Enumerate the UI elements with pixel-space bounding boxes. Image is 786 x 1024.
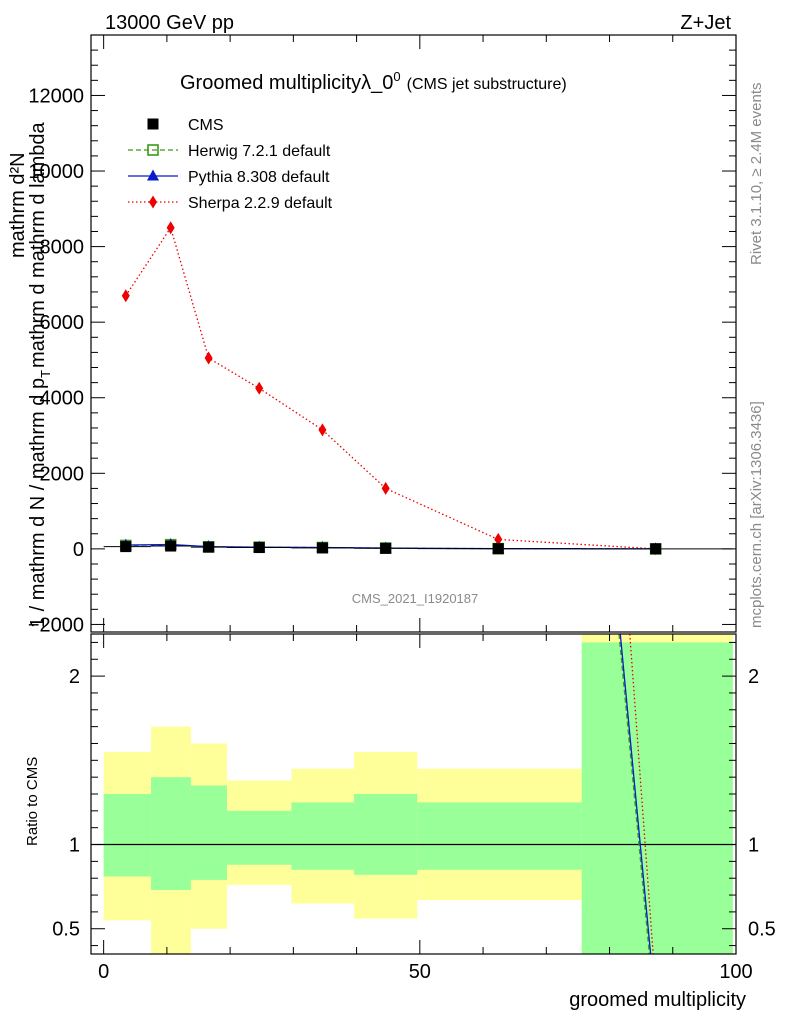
data-point xyxy=(381,481,390,495)
rivet-version-label: Rivet 3.1.10, ≥ 2.4M events xyxy=(748,83,765,266)
ratio-ytick-label: 0.5 xyxy=(52,919,80,941)
y-label-line-2: 1 / mathrm d N / mathrm d pTmathrm d mat… xyxy=(27,121,53,628)
legend-marker xyxy=(147,144,159,156)
ratio-xtick-label: 50 xyxy=(409,961,431,983)
header-left-label: 13000 GeV pp xyxy=(105,12,234,34)
main-ytick-label: 6000 xyxy=(40,312,85,334)
ratio-band-green xyxy=(291,802,355,870)
ratio-y-axis-label: Ratio to CMS xyxy=(24,757,41,846)
legend-entry: Sherpa 2.2.9 default xyxy=(128,195,333,212)
watermark-label: CMS_2021_I1920187 xyxy=(352,591,479,606)
data-point xyxy=(650,543,662,555)
legend-label: Sherpa 2.2.9 default xyxy=(188,195,333,212)
ratio-xtick-label: 0 xyxy=(98,961,109,983)
legend-marker xyxy=(147,169,159,181)
main-ytick-label: 4000 xyxy=(40,388,85,410)
series-3 xyxy=(121,221,660,556)
data-point xyxy=(204,351,213,365)
mcplots-label: mcplots.cern.ch [arXiv:1306.3436] xyxy=(748,401,765,628)
data-point xyxy=(255,381,264,395)
ratio-line xyxy=(618,633,651,955)
ratio-panel: 0.5 0.5 1 1 2 2 0 50 100 Ratio to CMS groomed mu… xyxy=(24,633,776,1011)
main-title: Groomed multiplicityλ_00 (CMS jet substru… xyxy=(180,69,567,94)
legend: CMS Herwig 7.2.1 default Pythia 8.308 defa… xyxy=(128,117,333,212)
legend-marker xyxy=(149,195,157,209)
legend-label: CMS xyxy=(188,117,224,134)
data-point xyxy=(492,543,504,555)
ratio-band-green xyxy=(354,794,418,875)
ratio-ytick-label: 1 xyxy=(69,835,80,857)
main-ytick-label: −2000 xyxy=(28,614,84,636)
ratio-ytick-label-right: 1 xyxy=(748,835,759,857)
main-ytick-label: 0 xyxy=(73,539,84,561)
main-y-axis-label: mathrm d²N 1 / mathrm d N / mathrm d pTm… xyxy=(7,121,53,628)
data-point xyxy=(380,542,392,554)
legend-marker xyxy=(147,118,159,130)
ratio-line xyxy=(619,633,652,955)
ratio-ytick-label-right: 2 xyxy=(748,666,759,688)
data-point xyxy=(165,540,177,552)
data-point xyxy=(166,221,175,235)
data-point xyxy=(318,423,327,437)
legend-label: Herwig 7.2.1 default xyxy=(188,143,331,160)
ratio-band-green xyxy=(190,785,227,880)
main-ytick-label: 12000 xyxy=(28,85,84,107)
data-point xyxy=(121,289,130,303)
ratio-line xyxy=(629,633,654,955)
main-ytick-label: 8000 xyxy=(40,237,85,259)
y-label-line-1: mathrm d²N xyxy=(7,152,29,258)
ratio-band-green xyxy=(103,794,152,877)
series-line xyxy=(125,226,656,550)
data-point xyxy=(316,542,328,554)
series-0 xyxy=(103,540,733,555)
data-point xyxy=(494,532,503,546)
ratio-ytick-label: 2 xyxy=(69,666,80,688)
main-frame xyxy=(90,34,737,633)
legend-label: Pythia 8.308 default xyxy=(188,169,330,186)
ratio-band-green xyxy=(417,802,582,870)
x-axis-label: groomed multiplicity xyxy=(569,989,746,1011)
legend-entry: CMS xyxy=(147,117,224,134)
legend-entry: Pythia 8.308 default xyxy=(128,169,330,186)
data-point xyxy=(253,542,265,554)
main-ytick-label: 2000 xyxy=(40,463,85,485)
ratio-band-green xyxy=(226,810,292,865)
data-point xyxy=(120,541,132,553)
main-ytick-label: 10000 xyxy=(28,161,84,183)
header-right-label: Z+Jet xyxy=(680,12,731,34)
data-point xyxy=(203,541,215,553)
ratio-xtick-label: 100 xyxy=(719,961,752,983)
ratio-ytick-label-right: 0.5 xyxy=(748,919,776,941)
ratio-band-green xyxy=(151,777,191,890)
legend-entry: Herwig 7.2.1 default xyxy=(128,143,331,160)
main-panel: −2000 0 2000 4000 6000 8000 10000 12000 Groomed… xyxy=(7,34,737,636)
ratio-band-green xyxy=(581,642,733,954)
